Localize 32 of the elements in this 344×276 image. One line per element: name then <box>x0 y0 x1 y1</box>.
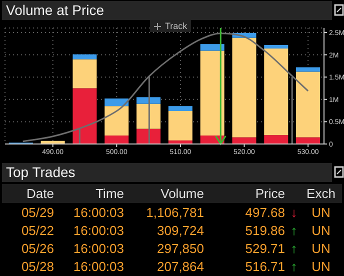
text: 1,106,781 <box>146 205 204 220</box>
category-label: Time <box>96 186 124 201</box>
text: 16:00:03 <box>73 205 124 220</box>
category-label: Volume <box>160 186 204 201</box>
text: 519.86 <box>245 223 285 238</box>
category-label: Price <box>255 186 285 201</box>
text: ↓ <box>290 205 298 220</box>
text: Top Trades <box>6 164 76 180</box>
text: UN <box>312 241 330 256</box>
text: 516.71 <box>245 259 285 274</box>
text: 05/29 <box>21 205 54 220</box>
text: 05/28 <box>21 259 54 274</box>
text: 16:00:03 <box>73 223 124 238</box>
text: 529.71 <box>245 241 285 256</box>
text: 16:00:03 <box>73 259 124 274</box>
category-label: Exch <box>306 186 336 201</box>
annotation: Track <box>165 20 188 32</box>
text: 297,850 <box>157 241 204 256</box>
text: 05/22 <box>21 223 54 238</box>
category-label: Date <box>26 186 54 201</box>
text: ↑ <box>290 259 298 274</box>
text: 497.68 <box>245 205 285 220</box>
text: ↑ <box>290 223 298 238</box>
chart-title: Volume at Price <box>6 2 104 18</box>
text: UN <box>312 205 330 220</box>
text: ↑ <box>290 241 298 256</box>
text: 16:00:03 <box>73 241 124 256</box>
text: 207,864 <box>157 259 204 274</box>
text: UN <box>312 259 330 274</box>
text: 05/26 <box>21 241 54 256</box>
text: 309,724 <box>157 223 204 238</box>
text: UN <box>312 223 330 238</box>
